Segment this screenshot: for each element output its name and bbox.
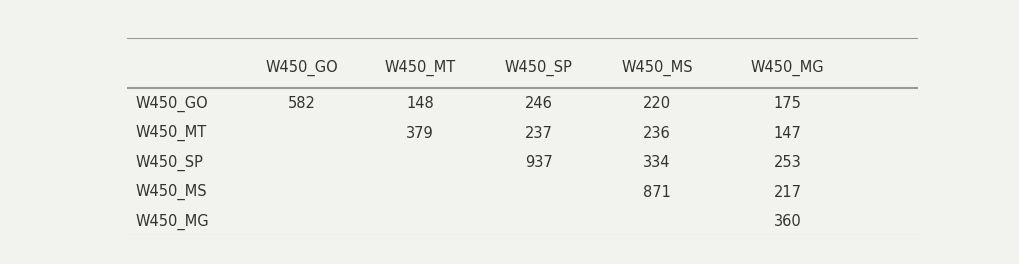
Text: 937: 937	[524, 155, 552, 170]
Text: 379: 379	[406, 126, 433, 141]
Text: W450_GO: W450_GO	[265, 60, 337, 76]
Text: W450_MS: W450_MS	[621, 60, 692, 76]
Text: W450_MT: W450_MT	[136, 125, 207, 142]
Text: 175: 175	[772, 96, 801, 111]
Text: W450_MT: W450_MT	[384, 60, 455, 76]
Text: 246: 246	[524, 96, 552, 111]
Text: 360: 360	[773, 214, 801, 229]
Text: 871: 871	[643, 185, 671, 200]
Text: 148: 148	[406, 96, 433, 111]
Text: 253: 253	[773, 155, 801, 170]
Text: 236: 236	[643, 126, 671, 141]
Text: W450_SP: W450_SP	[136, 155, 203, 171]
Text: W450_MG: W450_MG	[750, 60, 823, 76]
Text: W450_GO: W450_GO	[136, 96, 208, 112]
Text: 334: 334	[643, 155, 671, 170]
Text: 220: 220	[642, 96, 671, 111]
Text: W450_MG: W450_MG	[136, 214, 209, 230]
Text: 147: 147	[772, 126, 801, 141]
Text: 237: 237	[524, 126, 552, 141]
Text: 217: 217	[772, 185, 801, 200]
Text: 582: 582	[287, 96, 315, 111]
Text: W450_SP: W450_SP	[504, 60, 572, 76]
Text: W450_MS: W450_MS	[136, 184, 207, 200]
